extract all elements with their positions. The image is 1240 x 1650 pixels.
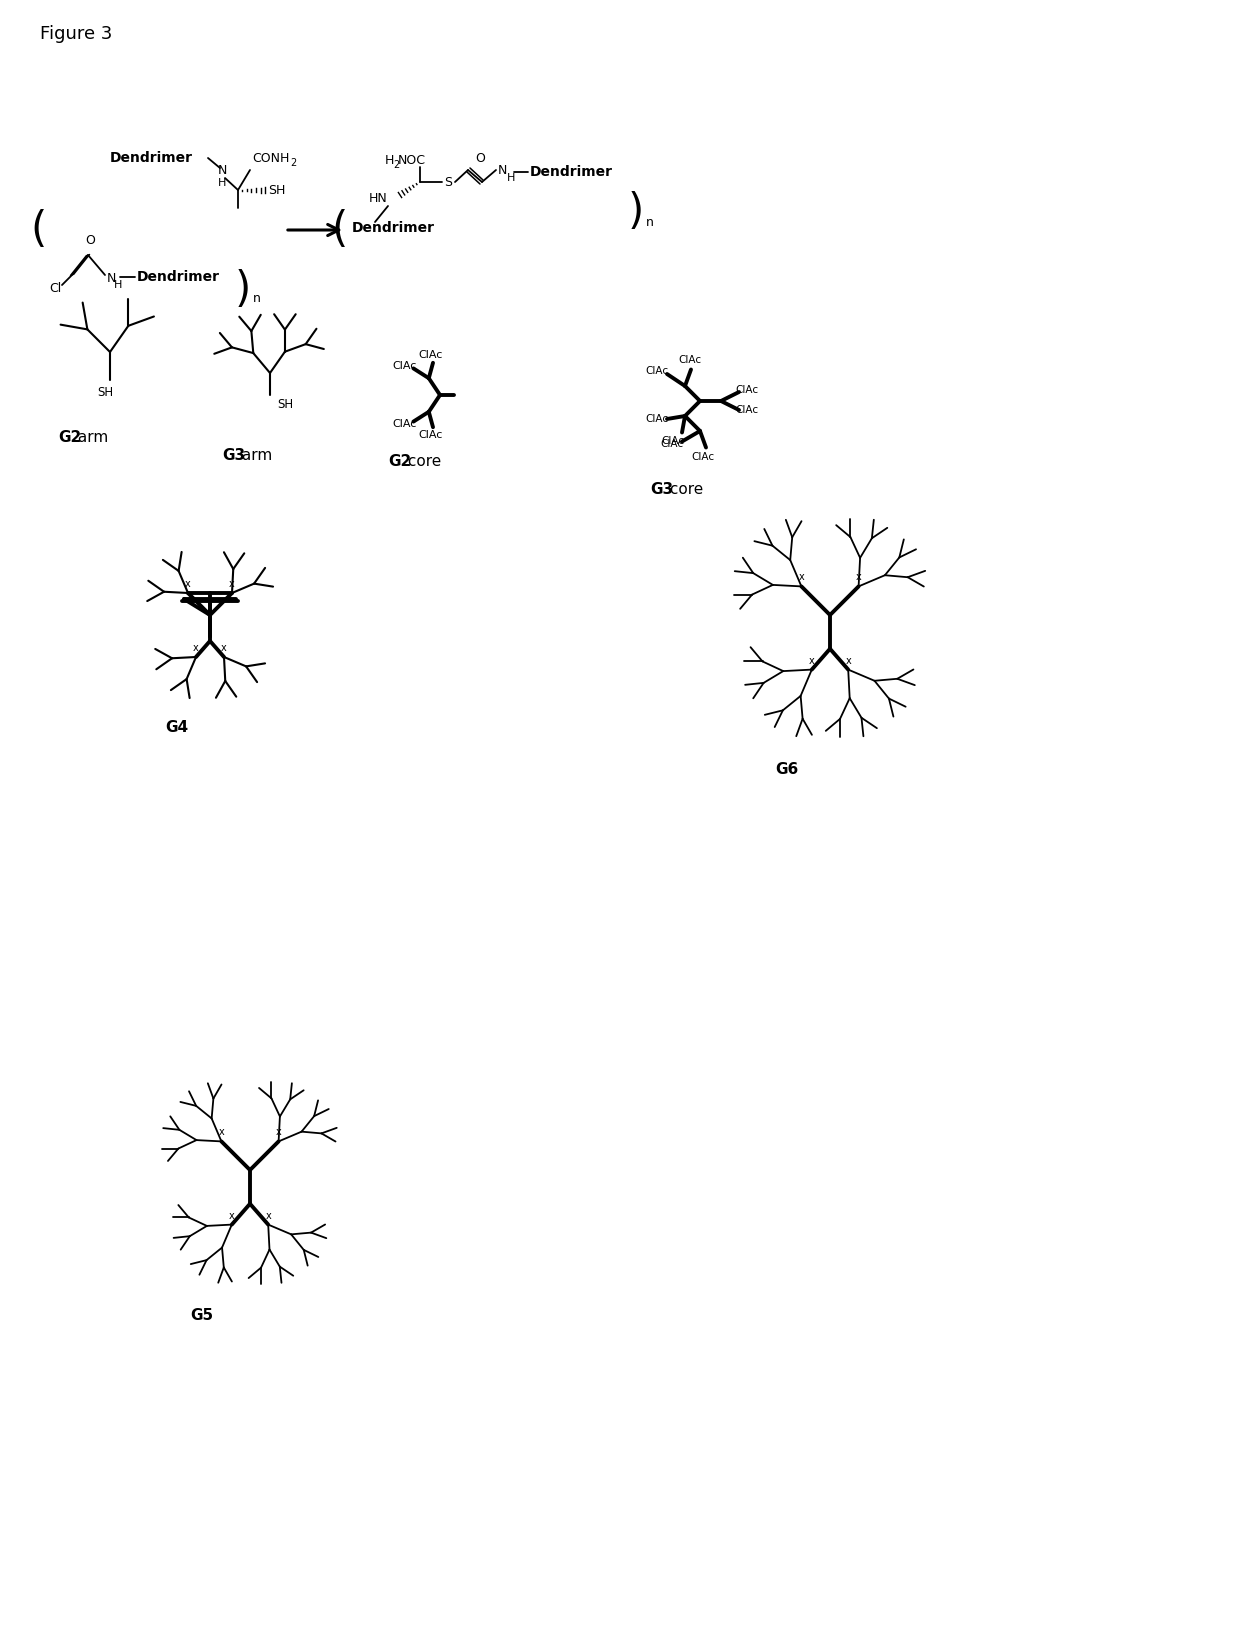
Text: ClAc: ClAc — [692, 452, 714, 462]
Text: ClAc: ClAc — [661, 437, 684, 447]
Text: ClAc: ClAc — [645, 366, 668, 376]
Text: G4: G4 — [165, 721, 188, 736]
Text: Dendrimer: Dendrimer — [110, 152, 193, 165]
Text: x: x — [856, 573, 862, 582]
Text: ClAc: ClAc — [660, 439, 683, 449]
Text: CONH: CONH — [252, 152, 289, 165]
Text: core: core — [403, 454, 441, 470]
Text: core: core — [666, 482, 703, 498]
Text: ): ) — [236, 269, 252, 310]
Text: n: n — [646, 216, 653, 228]
Text: n: n — [253, 292, 260, 305]
Text: O: O — [86, 234, 95, 246]
Text: Dendrimer: Dendrimer — [136, 271, 219, 284]
Text: (: ( — [332, 210, 348, 251]
Text: H: H — [114, 280, 123, 290]
Text: x: x — [275, 1127, 281, 1137]
Text: N: N — [217, 165, 227, 178]
Text: x: x — [846, 655, 851, 665]
Text: SH: SH — [268, 183, 285, 196]
Text: N: N — [498, 163, 507, 177]
Text: 2: 2 — [290, 158, 296, 168]
Text: G2: G2 — [388, 454, 412, 470]
Text: G3: G3 — [222, 447, 246, 462]
Text: 2: 2 — [393, 160, 399, 170]
Text: ClAc: ClAc — [735, 384, 759, 394]
Text: x: x — [218, 1127, 224, 1137]
Text: H: H — [384, 153, 394, 167]
Text: ClAc: ClAc — [419, 350, 443, 360]
Text: x: x — [799, 573, 805, 582]
Text: Dendrimer: Dendrimer — [529, 165, 613, 178]
Text: x: x — [229, 579, 234, 589]
Text: x: x — [229, 1211, 234, 1221]
Text: O: O — [475, 152, 485, 165]
Text: ): ) — [627, 191, 645, 233]
Text: Figure 3: Figure 3 — [40, 25, 113, 43]
Text: S: S — [444, 175, 453, 188]
Text: SH: SH — [277, 399, 293, 411]
Text: x: x — [221, 644, 227, 653]
Text: SH: SH — [97, 386, 113, 399]
Text: x: x — [185, 579, 191, 589]
Text: (: ( — [30, 210, 46, 251]
Text: HN: HN — [370, 191, 388, 205]
Text: G2: G2 — [58, 431, 82, 446]
Text: x: x — [808, 655, 815, 665]
Text: H: H — [218, 178, 226, 188]
Text: ClAc: ClAc — [678, 355, 701, 366]
Text: H: H — [507, 173, 516, 183]
Text: ClAc: ClAc — [393, 419, 417, 429]
Text: ClAc: ClAc — [645, 414, 668, 424]
Text: N: N — [107, 272, 117, 284]
Text: G5: G5 — [190, 1307, 213, 1323]
Text: G6: G6 — [775, 762, 799, 777]
Text: arm: arm — [237, 447, 273, 462]
Text: NOC: NOC — [398, 153, 427, 167]
Text: arm: arm — [73, 431, 109, 446]
Text: ClAc: ClAc — [735, 404, 759, 416]
Text: Cl: Cl — [48, 282, 61, 294]
Text: ClAc: ClAc — [393, 361, 417, 371]
Text: Dendrimer: Dendrimer — [352, 221, 435, 234]
Text: x: x — [265, 1211, 272, 1221]
Text: x: x — [193, 644, 198, 653]
Text: G3: G3 — [650, 482, 673, 498]
Text: ClAc: ClAc — [419, 429, 443, 441]
